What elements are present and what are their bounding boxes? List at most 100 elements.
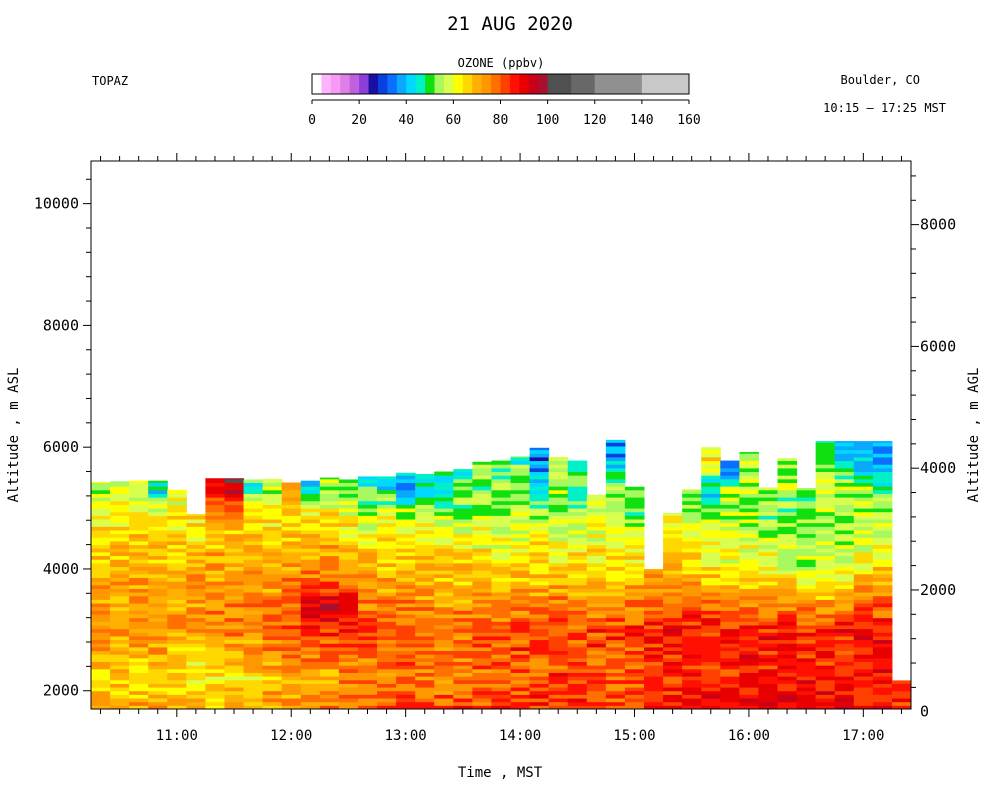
ozone-cell [281,668,302,673]
ozone-cell [281,595,302,600]
y2-tick-label: 4000 [920,459,956,477]
ozone-cell [415,559,435,564]
colorbar-swatch-7 [377,74,388,94]
ozone-cell [319,555,340,560]
ozone-cell [453,617,473,622]
ozone-cell [586,617,607,622]
ozone-cell [129,687,149,692]
ozone-cell [720,555,740,560]
ozone-cell [491,661,512,666]
ozone-cell [319,606,340,611]
ozone-cell [262,533,283,538]
ozone-cell [529,679,550,684]
ozone-cell [624,621,645,626]
ozone-cell [872,559,893,564]
ozone-cell [377,603,397,608]
ozone-cell [396,614,416,619]
ozone-cell [167,493,187,498]
ozone-cell [682,562,702,568]
ozone-cell [529,643,550,648]
ozone-cell [758,599,779,604]
ozone-cell [319,701,340,706]
ozone-cell [472,687,492,692]
ozone-cell [739,475,759,480]
ozone-cell [167,628,187,633]
ozone-cell [720,683,740,688]
ozone-cell [682,606,702,611]
ozone-cell [224,529,245,535]
ozone-cell [567,533,588,538]
ozone-cell [186,683,206,688]
ozone-cell [834,679,855,684]
ozone-cell [453,562,473,568]
ozone-cell [281,646,302,652]
ozone-cell [548,690,569,695]
ozone-cell [415,581,435,586]
ozone-cell [644,650,664,655]
ozone-cell [453,515,473,520]
ozone-cell [148,537,168,542]
ozone-cell [434,698,454,703]
ozone-cell [186,672,206,677]
ozone-cell [205,694,225,699]
ozone-cell [262,493,283,498]
ozone-cell [262,614,283,619]
ozone-cell [110,486,130,491]
ozone-cell [491,573,512,578]
ozone-cell [548,464,569,469]
ozone-cell [796,705,817,710]
ozone-cell [319,672,340,677]
ozone-cell [357,519,378,524]
ozone-cell [739,577,759,582]
ozone-cell [796,487,817,491]
ozone-cell [319,477,340,480]
ozone-cell [186,577,206,582]
ozone-cell [415,584,435,589]
ozone-cell [319,486,340,491]
ozone-cell [300,639,321,644]
ozone-cell [605,639,626,644]
ozone-cell [624,694,645,699]
ozone-cell [167,690,187,695]
ozone-cell [453,584,473,589]
ozone-cell [434,606,454,611]
ozone-cell [319,624,340,630]
ozone-cell [853,489,874,494]
ozone-cell [701,533,721,538]
ozone-cell [357,624,378,630]
ozone-cell [548,544,569,549]
ozone-cell [491,522,512,527]
ozone-cell [491,544,512,549]
ozone-cell [472,668,492,673]
colorbar-tick-label: 160 [677,113,700,128]
ozone-cell [357,617,378,622]
ozone-cell [262,559,283,564]
ozone-cell [644,683,664,688]
ozone-cell [624,500,645,505]
ozone-cell [758,698,779,703]
ozone-cell [796,562,817,568]
ozone-cell [548,617,569,622]
ozone-cell [377,562,397,568]
ozone-cell [377,632,397,637]
ozone-cell [701,698,721,703]
colorbar-swatch-1 [321,74,332,94]
ozone-cell [338,599,359,604]
ozone-cell [300,606,321,611]
ozone-cell [262,606,283,611]
ozone-cell [777,551,798,557]
colorbar-swatch-28 [641,74,690,94]
ozone-cell [720,635,740,641]
ozone-cell [796,522,817,527]
ozone-cell [701,606,721,611]
ozone-cell [205,478,225,483]
ozone-cell [739,460,759,465]
ozone-cell [605,573,626,578]
ozone-cell [91,690,111,695]
ozone-cell [720,694,740,699]
ozone-cell [853,526,874,531]
ozone-cell [148,624,168,630]
ozone-cell [701,456,721,462]
ozone-cell [605,548,626,553]
ozone-cell [205,519,225,524]
